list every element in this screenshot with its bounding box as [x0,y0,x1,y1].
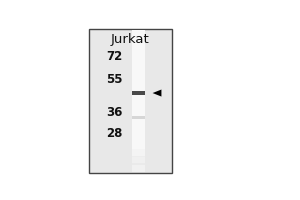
Bar [132,149,145,157]
Bar [89,29,172,173]
Bar [132,116,145,119]
Polygon shape [153,90,161,97]
Bar [132,163,145,172]
Text: 72: 72 [106,50,122,63]
Bar [132,156,145,165]
Bar [132,30,145,172]
Text: 55: 55 [106,73,122,86]
Bar [132,91,145,95]
Text: Jurkat: Jurkat [111,33,150,46]
Text: 36: 36 [106,106,122,119]
Text: 28: 28 [106,127,122,140]
